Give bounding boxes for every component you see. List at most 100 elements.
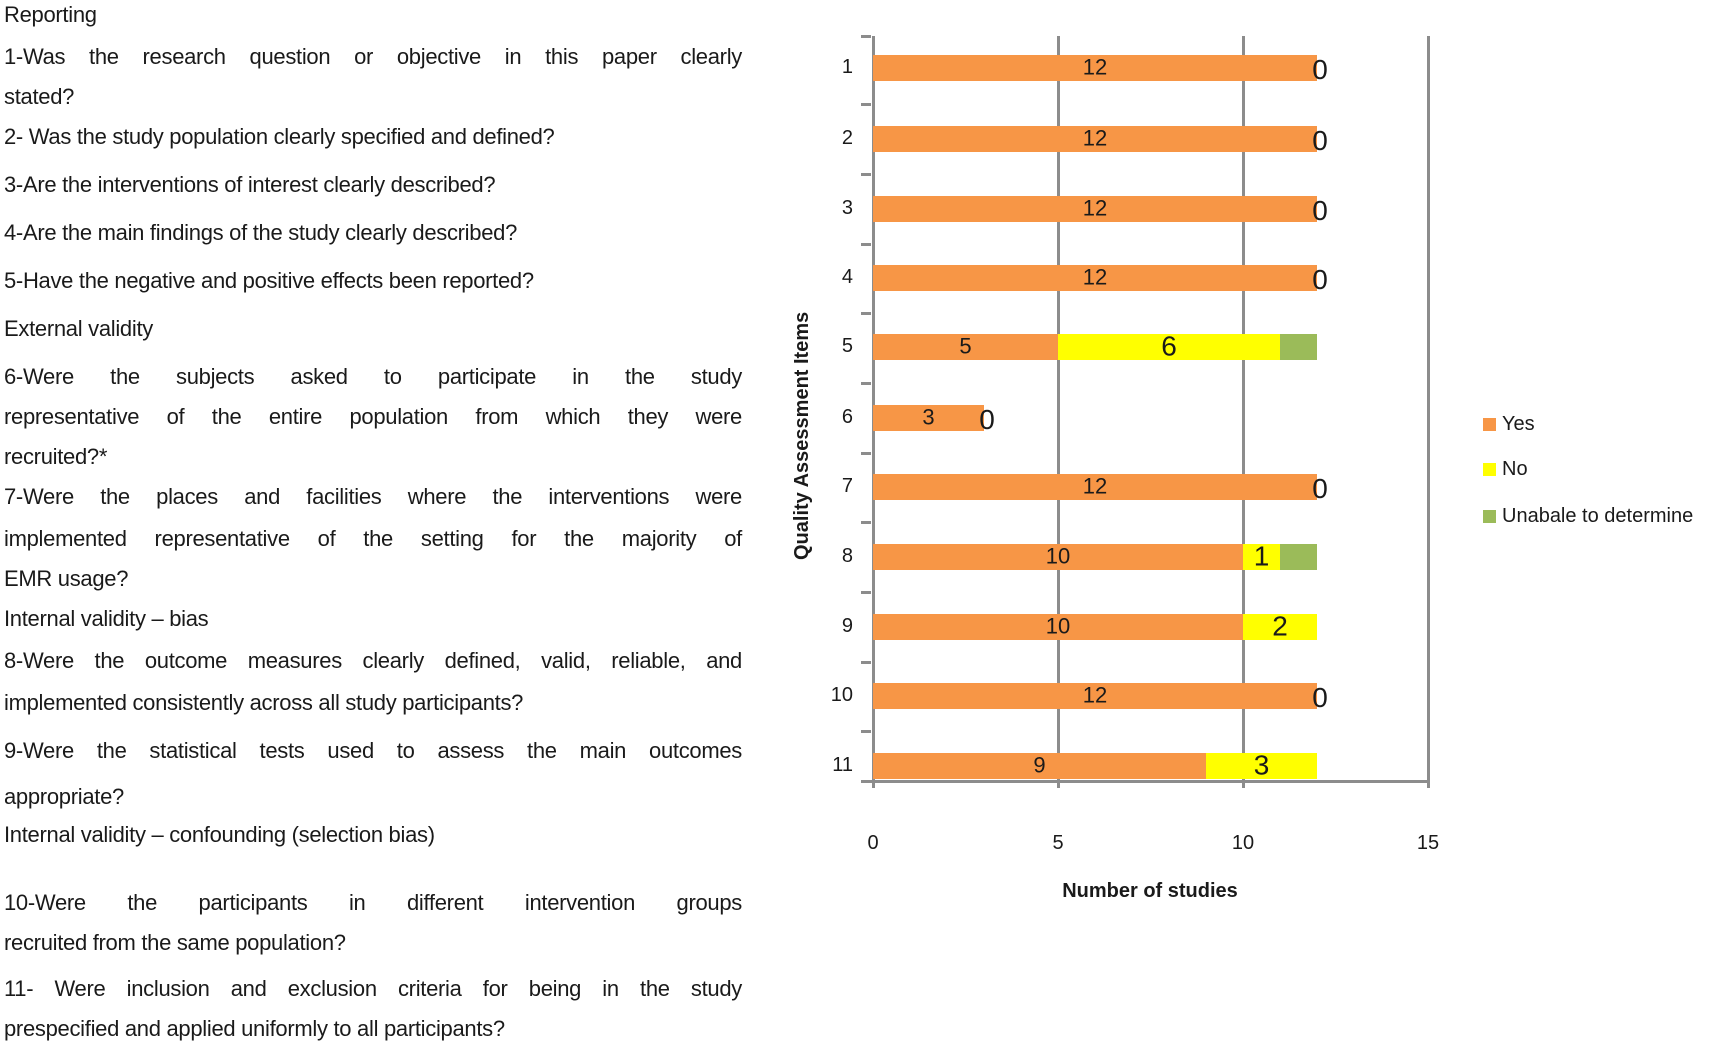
x-axis-title: Number of studies [1062,880,1238,902]
legend-swatch [1483,510,1496,523]
question-line: 1-Was the research question or objective… [4,44,742,69]
data-label: 3 [1253,749,1270,781]
data-label: 9 [1033,752,1046,778]
data-label: 1 [1253,540,1270,572]
y-tick-mark [861,591,871,594]
bar-segment-no: 2 [1243,610,1317,641]
legend-swatch [1483,418,1496,431]
x-tick-label: 5 [1052,832,1064,854]
data-label: 10 [1045,543,1071,569]
bar-item-9: 10 2 [873,610,1317,641]
y-tick-mark [861,451,871,455]
bar-segment-yes: 9 [873,752,1206,779]
bar-segment-yes: 12 [873,682,1317,709]
bar-segment-yes: 5 [873,333,1058,360]
question-line: recruited from the same population? [4,930,346,955]
y-axis-title: Quality Assessment Items [791,311,813,560]
data-label-zero: 0 [1312,682,1328,713]
bar-segment-yes: 12 [873,264,1317,291]
y-tick-mark [861,730,871,733]
x-tick-mark [1427,780,1430,788]
data-label: 12 [1082,125,1108,151]
data-label-zero: 0 [1312,54,1328,85]
y-tick-label: 6 [841,406,853,428]
y-tick-label: 1 [841,56,853,78]
question-line: stated? [4,84,75,109]
gridline [1057,36,1060,780]
question-line: prespecified and applied uniformly to al… [4,1016,505,1041]
data-label-zero: 0 [1312,473,1328,504]
data-label: 12 [1082,195,1108,221]
data-label: 12 [1082,682,1108,708]
bar-item-2: 12 [873,125,1317,152]
y-tick-mark [861,173,871,176]
section-heading: Internal validity – bias [4,606,209,631]
y-tick-mark [861,311,871,315]
question-line: implemented representative of the settin… [4,526,742,551]
question-line: 10-Were the participants in different in… [4,890,742,915]
question-line: 8-Were the outcome measures clearly defi… [4,648,742,673]
section-heading: Reporting [4,2,97,27]
y-tick-label: 7 [841,475,853,497]
question-line: 6-Were the subjects asked to participate… [4,364,742,389]
bar-segment-yes: 12 [873,125,1317,152]
bar-item-8: 10 1 [873,540,1317,571]
gridline [1427,36,1430,780]
question-line: 5-Have the negative and positive effects… [4,268,534,293]
legend-item-yes: Yes [1483,413,1535,436]
question-line: appropriate? [4,784,124,809]
question-line: EMR usage? [4,566,129,591]
x-tick-mark [1242,780,1245,788]
data-label-zero: 0 [1312,264,1328,295]
bar-segment-no: 3 [1206,749,1317,780]
section-heading: Internal validity – confounding (selecti… [4,822,435,847]
section-heading: External validity [4,316,153,341]
bar-item-7: 12 [873,473,1317,500]
bar-item-4: 12 [873,264,1317,291]
y-tick-label: 4 [841,266,853,288]
legend-item-no: No [1483,458,1528,481]
data-label-zero: 0 [1312,125,1328,156]
question-line: 4-Are the main findings of the study cle… [4,220,518,245]
legend-label: No [1502,458,1528,480]
y-tick-mark [861,381,871,385]
bar-segment-yes: 12 [873,54,1317,81]
y-tick-label: 11 [832,754,853,776]
x-tick-label: 0 [867,832,879,854]
y-tick-mark [861,242,871,246]
bar-segment-yes: 3 [873,404,984,431]
x-tick-label: 15 [1416,832,1440,854]
y-tick-label: 9 [841,615,853,637]
y-tick-mark [861,660,871,664]
data-label: 2 [1272,610,1288,642]
question-line: recruited?* [4,444,108,469]
legend-swatch [1483,463,1496,476]
data-label-zero: 0 [1312,195,1328,226]
bar-item-3: 12 [873,195,1317,222]
x-tick-mark [1057,780,1060,788]
data-label: 5 [959,333,972,359]
question-line: 3-Are the interventions of interest clea… [4,172,496,197]
data-label: 10 [1045,613,1071,639]
bar-segment-unabale-to-determine [1280,334,1317,360]
y-tick-label: 10 [830,684,853,706]
x-tick-label: 10 [1231,832,1255,854]
bar-segment-yes: 12 [873,195,1317,222]
y-tick-label: 8 [841,545,853,567]
y-tick-mark [861,521,871,524]
question-line: representative of the entire population … [4,404,742,429]
gridline [1242,36,1245,780]
bar-item-10: 12 [873,682,1317,709]
bar-segment-yes: 12 [873,473,1317,500]
data-label: 12 [1082,473,1108,499]
data-label: 12 [1082,54,1108,80]
bar-segment-yes: 10 [873,613,1243,640]
bar-segment-no: 6 [1058,330,1280,361]
question-line: 2- Was the study population clearly spec… [4,124,555,149]
data-label: 12 [1082,264,1108,290]
bar-segment-yes: 10 [873,543,1243,570]
x-axis-line [861,780,1428,783]
data-label: 3 [922,404,935,430]
y-tick-mark [861,102,871,106]
